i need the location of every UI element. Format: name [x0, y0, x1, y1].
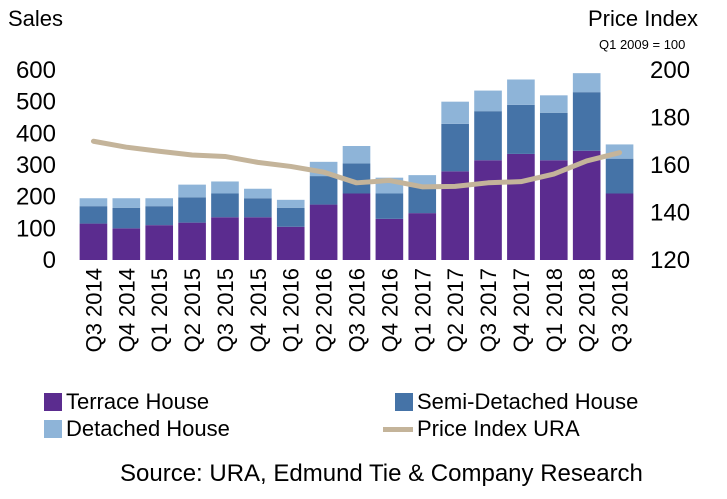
legend-terrace-swatch [44, 393, 62, 411]
bar-semi-detached [145, 206, 174, 226]
x-tick-label: Q1 2015 [147, 268, 172, 352]
right-tick-label: 160 [650, 152, 690, 179]
x-tick-label: Q1 2016 [279, 268, 304, 352]
bar-detached [112, 198, 141, 208]
bar-terrace [507, 153, 535, 260]
bar-terrace [79, 223, 108, 260]
bars-group [79, 73, 634, 260]
bar-detached [244, 188, 272, 199]
legend-terrace-label: Terrace House [66, 389, 210, 414]
bar-detached [408, 175, 437, 187]
x-tick-label: Q2 2017 [443, 268, 468, 352]
legend-price-index-label: Price Index URA [417, 416, 580, 441]
bar-detached [276, 199, 305, 208]
bar-detached [79, 198, 108, 207]
bar-semi-detached [474, 111, 502, 161]
bar-detached [342, 146, 371, 164]
bar-terrace [145, 225, 174, 260]
bar-terrace [178, 222, 206, 260]
bar-terrace [572, 150, 601, 260]
x-tick-label: Q4 2014 [114, 268, 139, 352]
left-tick-label: 600 [16, 57, 56, 84]
bar-detached [474, 90, 502, 112]
legend-price-index: Price Index URA [383, 416, 580, 442]
right-tick-label: 120 [650, 247, 690, 274]
legend-terrace: Terrace House [44, 389, 209, 415]
legend-semi-label: Semi-Detached House [417, 389, 639, 414]
x-tick-label: Q4 2017 [509, 268, 534, 352]
bar-semi-detached [572, 92, 601, 151]
bar-semi-detached [375, 193, 404, 219]
left-axis-ticks: 0 100 200 300 400 500 600 [16, 57, 56, 274]
x-tick-label: Q2 2016 [312, 268, 337, 352]
bar-semi-detached [408, 186, 437, 214]
bar-terrace [474, 160, 502, 260]
bar-semi-detached [79, 206, 108, 224]
x-tick-label: Q3 2015 [213, 268, 238, 352]
legend-semi-swatch [395, 393, 413, 411]
left-tick-label: 400 [16, 120, 56, 147]
x-tick-label: Q3 2014 [81, 268, 106, 352]
bar-detached [145, 198, 174, 207]
legend-price-index-swatch [383, 426, 413, 432]
bar-detached [539, 95, 568, 113]
right-tick-label: 140 [650, 200, 690, 227]
bar-terrace [112, 228, 141, 260]
left-axis-title: Sales [8, 6, 64, 31]
right-axis-title: Price Index [588, 6, 699, 31]
bar-detached [178, 184, 206, 198]
bar-terrace [276, 226, 305, 260]
x-tick-label: Q1 2017 [410, 268, 435, 352]
price-index-line [90, 138, 623, 190]
bar-detached [211, 181, 239, 194]
bar-terrace [211, 217, 239, 260]
bar-semi-detached [507, 104, 535, 154]
x-axis-ticks: Q3 2014 Q4 2014 Q1 2015 Q2 2015 Q3 2015 Q4 20… [81, 268, 632, 352]
price-index-line-group [90, 138, 623, 190]
x-tick-label: Q4 2016 [377, 268, 402, 352]
bar-detached [441, 101, 469, 124]
right-tick-label: 200 [650, 57, 690, 84]
x-tick-label: Q4 2015 [246, 268, 271, 352]
bar-terrace [342, 193, 371, 260]
bar-semi-detached [276, 207, 305, 227]
bar-terrace [244, 217, 272, 260]
bar-semi-detached [441, 123, 469, 172]
bar-semi-detached [178, 197, 206, 223]
x-tick-label: Q2 2018 [575, 268, 600, 352]
x-tick-label: Q3 2017 [476, 268, 501, 352]
bar-terrace [605, 193, 634, 260]
left-tick-label: 0 [43, 247, 56, 274]
x-tick-label: Q2 2015 [180, 268, 205, 352]
x-tick-label: Q1 2018 [542, 268, 567, 352]
bar-terrace [309, 204, 338, 260]
right-tick-label: 180 [650, 105, 690, 132]
left-tick-label: 300 [16, 152, 56, 179]
legend-detached: Detached House [44, 416, 230, 442]
bar-detached [572, 73, 601, 93]
legend-detached-label: Detached House [66, 416, 230, 441]
right-axis-note: Q1 2009 = 100 [599, 37, 686, 52]
x-tick-label: Q3 2016 [345, 268, 370, 352]
bar-semi-detached [112, 207, 141, 229]
left-tick-label: 200 [16, 184, 56, 211]
bar-detached [507, 79, 535, 105]
bar-semi-detached [539, 112, 568, 161]
x-tick-label: Q3 2018 [608, 268, 633, 352]
legend-semi: Semi-Detached House [395, 389, 638, 415]
bar-semi-detached [309, 176, 338, 205]
bar-semi-detached [244, 198, 272, 218]
right-axis-ticks: 120 140 160 180 200 [650, 57, 690, 274]
bar-semi-detached [605, 158, 634, 194]
legend-detached-swatch [44, 420, 62, 438]
source-note: Source: URA, Edmund Tie & Company Resear… [120, 460, 643, 487]
bar-semi-detached [211, 193, 239, 218]
left-tick-label: 500 [16, 89, 56, 116]
bar-terrace [408, 213, 437, 260]
bar-terrace [375, 218, 404, 260]
left-tick-label: 100 [16, 215, 56, 242]
